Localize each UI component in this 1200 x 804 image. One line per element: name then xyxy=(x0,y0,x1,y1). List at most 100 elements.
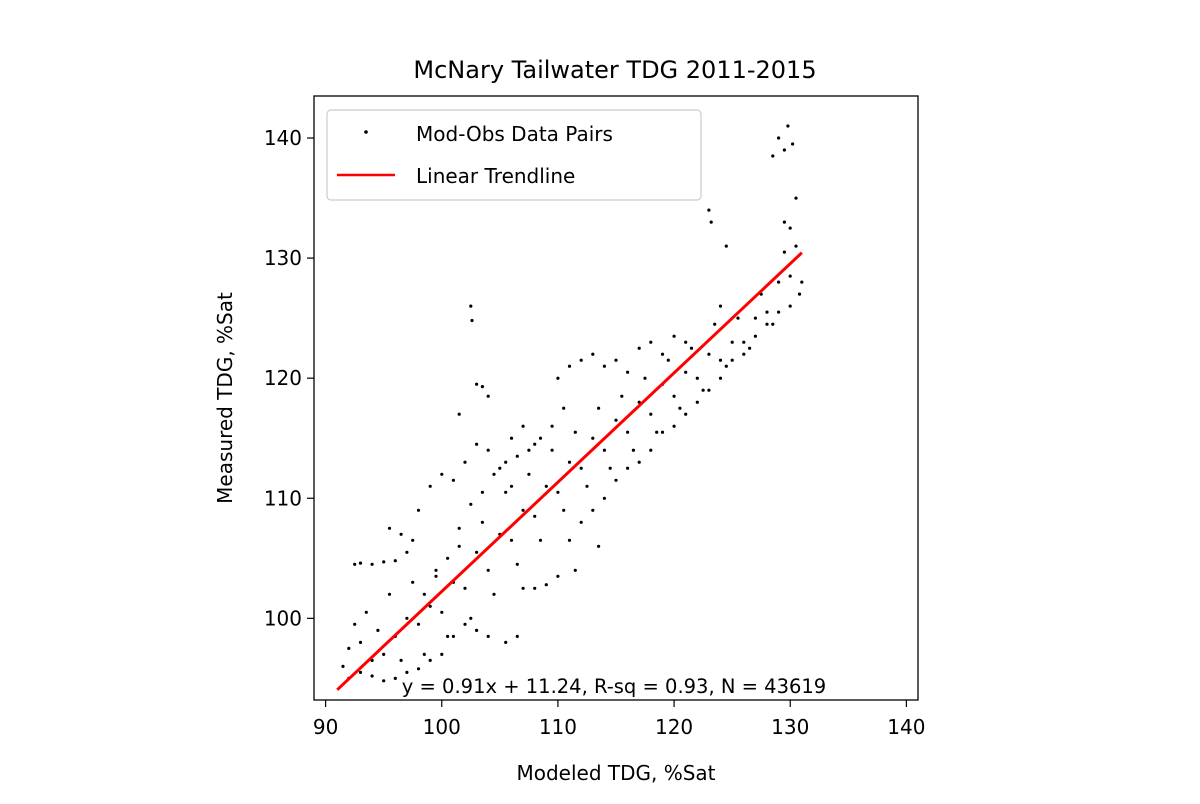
data-point xyxy=(382,679,386,683)
data-point xyxy=(480,385,484,389)
data-point xyxy=(515,634,519,639)
data-point xyxy=(591,436,595,440)
data-point xyxy=(428,604,432,608)
data-point xyxy=(765,310,769,314)
data-point xyxy=(364,610,368,614)
data-point xyxy=(567,364,572,368)
data-point xyxy=(486,448,490,452)
y-tick-label: 100 xyxy=(264,606,302,630)
data-point xyxy=(463,460,467,464)
x-tick-label: 130 xyxy=(771,715,809,739)
data-point xyxy=(660,430,665,434)
data-point xyxy=(446,556,450,560)
data-point xyxy=(440,652,444,657)
data-point xyxy=(777,280,781,284)
data-point xyxy=(358,670,363,675)
data-point xyxy=(748,346,752,350)
data-point xyxy=(689,346,694,350)
data-point xyxy=(672,424,676,428)
data-point xyxy=(470,318,474,323)
data-point xyxy=(527,448,531,452)
legend-label-trendline: Linear Trendline xyxy=(416,164,575,188)
data-point xyxy=(786,124,790,128)
data-point xyxy=(387,526,392,530)
data-point xyxy=(492,592,496,596)
data-point xyxy=(469,616,473,620)
data-point xyxy=(597,544,601,548)
data-point xyxy=(475,442,479,446)
data-point xyxy=(405,670,409,675)
data-point xyxy=(736,316,740,320)
data-point xyxy=(428,658,432,663)
data-point xyxy=(457,544,461,548)
data-point xyxy=(387,592,392,596)
data-point xyxy=(451,634,455,639)
data-point xyxy=(434,568,438,572)
legend-label-data-pairs: Mod-Obs Data Pairs xyxy=(416,122,613,146)
data-point xyxy=(684,412,688,416)
data-point xyxy=(434,574,438,578)
data-point xyxy=(771,322,775,326)
data-point xyxy=(416,622,421,626)
trendline xyxy=(336,251,803,691)
data-point xyxy=(475,550,479,554)
data-point xyxy=(672,334,676,338)
data-point xyxy=(649,412,653,416)
data-point xyxy=(777,310,781,314)
data-point xyxy=(684,340,688,344)
data-point xyxy=(788,274,792,278)
data-point xyxy=(591,508,595,512)
data-point xyxy=(550,448,554,452)
data-point xyxy=(695,376,699,380)
data-point xyxy=(782,250,787,254)
data-point xyxy=(411,580,415,584)
data-point xyxy=(597,406,601,410)
data-point xyxy=(794,244,798,248)
data-point xyxy=(724,244,728,248)
data-point xyxy=(382,652,386,657)
data-point xyxy=(533,514,537,518)
x-axis-ticks: 90 100 110 120 130 140 xyxy=(313,700,925,739)
data-point xyxy=(370,674,374,678)
data-point xyxy=(579,358,583,362)
data-point xyxy=(626,430,630,434)
data-point xyxy=(718,358,723,362)
data-point xyxy=(376,628,380,633)
data-point xyxy=(469,502,473,506)
data-point xyxy=(684,370,688,374)
data-point xyxy=(440,472,444,476)
data-point xyxy=(405,616,409,620)
data-point xyxy=(730,358,734,362)
data-point xyxy=(440,610,444,614)
data-point xyxy=(486,394,490,398)
data-point xyxy=(649,448,653,452)
data-point xyxy=(695,400,699,404)
data-point xyxy=(742,352,746,356)
data-point xyxy=(730,340,734,344)
data-point xyxy=(707,388,711,392)
data-point xyxy=(504,460,508,464)
data-point xyxy=(602,496,607,500)
data-point xyxy=(567,460,572,464)
data-point xyxy=(660,352,665,356)
data-point xyxy=(562,406,566,410)
data-point xyxy=(515,562,519,566)
legend: Mod-Obs Data Pairs Linear Trendline xyxy=(326,109,702,201)
data-point xyxy=(649,340,653,344)
x-axis-label: Modeled TDG, %Sat xyxy=(516,761,715,785)
data-point xyxy=(492,472,496,476)
data-point xyxy=(701,388,705,392)
data-point xyxy=(718,376,723,380)
data-point xyxy=(405,550,409,554)
data-point xyxy=(643,376,647,380)
data-point xyxy=(422,652,426,657)
data-point xyxy=(626,466,630,470)
data-point xyxy=(358,561,363,565)
data-point xyxy=(591,352,595,356)
data-point xyxy=(399,658,403,663)
data-point xyxy=(527,472,531,476)
data-point xyxy=(742,340,746,344)
data-point xyxy=(504,490,508,494)
data-point xyxy=(579,520,583,524)
data-point xyxy=(614,358,618,362)
